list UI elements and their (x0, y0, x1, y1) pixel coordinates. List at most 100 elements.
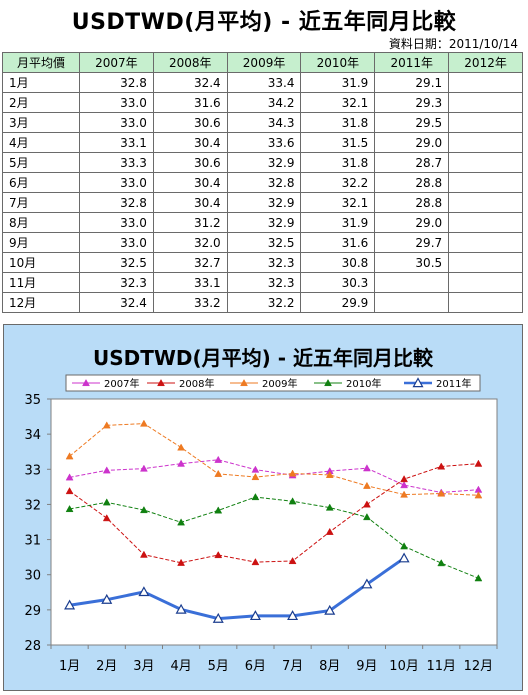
cell-2009: 32.8 (226, 172, 302, 193)
legend-label: 2009年 (262, 377, 297, 390)
data-point (212, 612, 224, 623)
data-point (362, 481, 371, 489)
table-row: 11月 32.3 33.1 32.3 30.3 (2, 272, 523, 293)
table-row: 7月 32.8 30.4 32.9 32.1 28.8 (2, 192, 523, 213)
legend-label: 2008年 (179, 377, 214, 390)
data-point (139, 464, 148, 472)
cell-2010: 31.8 (300, 112, 376, 133)
data-point (65, 504, 74, 513)
x-tick-label: 5月 (208, 659, 229, 674)
y-tick-label: 35 (24, 393, 41, 408)
chart-legend (65, 374, 481, 392)
cell-2008: 31.2 (152, 212, 228, 233)
legend-label: 2007年 (104, 377, 139, 390)
data-point (214, 551, 223, 559)
cell-2011: 28.8 (374, 172, 450, 193)
cell-2007: 33.1 (79, 132, 154, 153)
data-point (398, 552, 410, 563)
x-tick-label: 10月 (389, 659, 419, 674)
table-row: 12月 32.4 33.2 32.2 29.9 (2, 292, 523, 313)
table-body: 1月 32.8 32.4 33.4 31.9 29.1 2月 33.0 31.6 34.2 32.1… (2, 72, 523, 313)
cell-2008: 30.4 (152, 192, 228, 213)
data-point (400, 475, 409, 483)
table-row: 10月 32.5 32.7 32.3 30.8 30.5 (2, 252, 523, 273)
table-row: 4月 33.1 30.4 33.6 31.5 29.0 (2, 132, 523, 153)
header-2010: 2010年 (300, 52, 376, 73)
data-point (65, 473, 74, 481)
cell-2011: 29.3 (374, 92, 450, 113)
cell-2009: 33.6 (226, 132, 302, 153)
x-tick-label: 7月 (282, 659, 303, 674)
cell-2009: 32.9 (226, 192, 302, 213)
header-2008: 2008年 (152, 52, 228, 73)
data-point (474, 459, 483, 467)
cell-2011: 29.7 (374, 232, 450, 253)
data-point (325, 470, 334, 478)
cell-2007: 33.0 (79, 172, 154, 193)
header-2007: 2007年 (79, 52, 154, 73)
cell-2008: 30.6 (152, 112, 228, 133)
data-point (177, 518, 186, 526)
cell-2008: 30.6 (152, 152, 228, 173)
cell-2010: 32.1 (300, 92, 376, 113)
cell-2007: 33.0 (79, 232, 154, 253)
cell-2008: 31.6 (152, 92, 228, 113)
data-point (138, 586, 150, 597)
header-2012: 2012年 (448, 52, 523, 73)
cell-2010: 31.9 (300, 212, 376, 233)
data-point (214, 506, 223, 514)
data-point (251, 493, 260, 501)
table-row: 8月 33.0 31.2 32.9 31.9 29.0 (2, 212, 523, 233)
cell-2010: 31.6 (300, 232, 376, 253)
cell-2012 (448, 72, 523, 93)
chart-container: USDTWD(月平均) - 近五年同月比較 2007年 2008年 2009年 2010… (3, 324, 523, 691)
data-point (177, 558, 186, 566)
chart-title: USDTWD(月平均) - 近五年同月比較 (93, 346, 434, 370)
legend-marker (82, 378, 90, 387)
table-row: 9月 33.0 32.0 32.5 31.6 29.7 (2, 232, 523, 253)
cell-2012 (448, 192, 523, 213)
cell-2010: 30.3 (300, 272, 376, 293)
cell-2009: 32.2 (226, 292, 302, 313)
cell-2011: 29.5 (374, 112, 450, 133)
x-tick-label: 4月 (170, 659, 191, 674)
cell-2009: 34.3 (226, 112, 302, 133)
y-tick-label: 33 (24, 463, 41, 478)
cell-month: 9月 (2, 232, 80, 253)
data-point (362, 513, 371, 521)
cell-month: 8月 (2, 212, 80, 233)
data-point (400, 542, 409, 550)
cell-2010: 31.5 (300, 132, 376, 153)
data-point (177, 459, 186, 467)
data-point (362, 464, 371, 472)
header-month: 月平均價 (2, 52, 80, 73)
cell-2010: 32.2 (300, 172, 376, 193)
cell-2011 (374, 292, 450, 313)
header-2011: 2011年 (374, 52, 450, 73)
data-point (324, 604, 336, 615)
header-2009: 2009年 (226, 52, 302, 73)
line-chart: USDTWD(月平均) - 近五年同月比較 2007年 2008年 2009年 2010… (24, 346, 498, 674)
data-point (65, 452, 74, 460)
x-tick-label: 9月 (356, 659, 377, 674)
cell-2012 (448, 172, 523, 193)
cell-month: 1月 (2, 72, 80, 93)
cell-2012 (448, 212, 523, 233)
data-point (214, 469, 223, 477)
table-header-row: 月平均價 2007年 2008年 2009年 2010年 2011年 2012年 (2, 52, 523, 73)
y-tick-label: 28 (24, 639, 41, 654)
legend-label: 2010年 (346, 377, 381, 390)
cell-2009: 33.4 (226, 72, 302, 93)
data-point (325, 527, 334, 535)
legend-marker (324, 378, 332, 387)
series-line-2011年 (69, 556, 405, 621)
data-point (288, 497, 297, 505)
x-tick-label: 6月 (245, 659, 266, 674)
cell-month: 6月 (2, 172, 80, 193)
data-point (361, 578, 373, 589)
cell-2012 (448, 152, 523, 173)
cell-2012 (448, 132, 523, 153)
cell-2012 (448, 92, 523, 113)
data-point (102, 466, 111, 474)
cell-month: 7月 (2, 192, 80, 213)
